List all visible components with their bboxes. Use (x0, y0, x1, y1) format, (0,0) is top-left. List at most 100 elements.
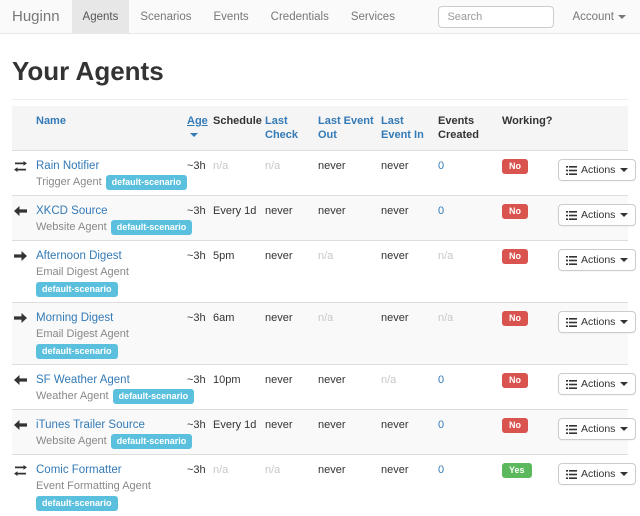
sort-link-last-check[interactable]: Last Check (265, 115, 298, 141)
agent-type-label: Website Agent (36, 221, 107, 233)
table-row: Afternoon Digest Email Digest Agent defaul… (12, 241, 628, 303)
actions-dropdown-button[interactable]: Actions (558, 204, 636, 226)
icon-cell (12, 303, 36, 365)
arrow-right-icon (14, 251, 30, 261)
chevron-down-icon (620, 213, 628, 217)
icon-cell (12, 151, 36, 196)
actions-dropdown-button[interactable]: Actions (558, 463, 636, 485)
nav-item-credentials[interactable]: Credentials (260, 0, 340, 33)
chevron-down-icon (620, 168, 628, 172)
schedule-cell: 10pm (213, 365, 265, 410)
working-status-badge: No (502, 159, 528, 174)
working-cell: Yes (502, 455, 558, 516)
table-row: XKCD Source Website Agent default-scenario… (12, 196, 628, 241)
events-count-link[interactable]: 0 (438, 205, 444, 217)
actions-dropdown-button[interactable]: Actions (558, 418, 636, 440)
working-cell: No (502, 196, 558, 241)
list-icon (566, 256, 577, 265)
search-container (438, 0, 568, 33)
column-header-schedule: Schedule (213, 106, 265, 151)
events-count-link[interactable]: 0 (438, 160, 444, 172)
column-header-last-check[interactable]: Last Check (265, 106, 318, 151)
scenario-badge[interactable]: default-scenario (111, 434, 193, 449)
nav-item-services[interactable]: Services (340, 0, 406, 33)
last-event-out-cell: never (318, 455, 381, 516)
nav-item-agents[interactable]: Agents (72, 0, 130, 33)
list-icon (566, 425, 577, 434)
agent-type-label: Weather Agent (36, 390, 109, 402)
actions-dropdown-button[interactable]: Actions (558, 373, 636, 395)
actions-cell: Actions (558, 410, 628, 455)
age-cell: ~3h (187, 241, 213, 303)
agent-name-link[interactable]: iTunes Trailer Source (36, 419, 145, 431)
list-icon (566, 166, 577, 175)
column-header-last-event-in[interactable]: Last Event In (381, 106, 438, 151)
agent-name-link[interactable]: Afternoon Digest (36, 250, 122, 262)
agent-name-link[interactable]: Morning Digest (36, 312, 113, 324)
column-header-name[interactable]: Name (36, 106, 187, 151)
list-icon (566, 211, 577, 220)
scenario-badge[interactable]: default-scenario (36, 344, 118, 359)
actions-label: Actions (581, 316, 615, 328)
last-check-cell: never (265, 410, 318, 455)
working-status-badge: No (502, 311, 528, 326)
agent-name-link[interactable]: SF Weather Agent (36, 374, 130, 386)
events-count-link[interactable]: 0 (438, 419, 444, 431)
schedule-cell: 6am (213, 303, 265, 365)
column-header-empty (558, 106, 628, 151)
brand-logo[interactable]: Huginn (0, 0, 72, 33)
actions-label: Actions (581, 209, 615, 221)
scenario-badge[interactable]: default-scenario (111, 220, 193, 235)
events-count-link[interactable]: 0 (438, 374, 444, 386)
working-status-badge: No (502, 204, 528, 219)
last-event-out-cell: n/a (318, 303, 381, 365)
agent-name-link[interactable]: Comic Formatter (36, 464, 122, 476)
search-input[interactable] (438, 6, 554, 28)
events-created-cell: 0 (438, 151, 502, 196)
actions-label: Actions (581, 423, 615, 435)
actions-label: Actions (581, 254, 615, 266)
icon-cell (12, 365, 36, 410)
last-event-in-cell: never (381, 196, 438, 241)
last-event-in-cell: never (381, 410, 438, 455)
last-check-cell: never (265, 303, 318, 365)
agent-name-link[interactable]: Rain Notifier (36, 160, 99, 172)
scenario-badge[interactable]: default-scenario (113, 389, 195, 404)
sort-link-name[interactable]: Name (36, 115, 66, 127)
nav-item-scenarios[interactable]: Scenarios (129, 0, 202, 33)
schedule-cell: n/a (213, 151, 265, 196)
events-count-link[interactable]: 0 (438, 464, 444, 476)
nav-item-events[interactable]: Events (203, 0, 260, 33)
column-header-age[interactable]: Age (187, 106, 213, 151)
column-header-last-event-out[interactable]: Last Event Out (318, 106, 381, 151)
sort-link-last-event-out[interactable]: Last Event Out (318, 115, 374, 141)
scenario-badge[interactable]: default-scenario (36, 496, 118, 511)
chevron-down-icon (620, 472, 628, 476)
agent-type-label: Email Digest Agent (36, 266, 129, 278)
sort-link-age[interactable]: Age (187, 115, 208, 127)
sort-link-last-event-in[interactable]: Last Event In (381, 115, 424, 141)
age-cell: ~3h (187, 151, 213, 196)
actions-cell: Actions (558, 151, 628, 196)
agent-type-label: Email Digest Agent (36, 328, 129, 340)
age-cell: ~3h (187, 455, 213, 516)
actions-dropdown-button[interactable]: Actions (558, 311, 636, 333)
actions-dropdown-button[interactable]: Actions (558, 249, 636, 271)
scenario-badge[interactable]: default-scenario (106, 175, 188, 190)
name-cell: Morning Digest Email Digest Agent default-… (36, 303, 187, 365)
agent-name-link[interactable]: XKCD Source (36, 205, 108, 217)
scenario-badge[interactable]: default-scenario (36, 282, 118, 297)
chevron-down-icon (620, 427, 628, 431)
working-cell: No (502, 241, 558, 303)
account-menu[interactable]: Account (568, 0, 640, 33)
events-created-cell: n/a (438, 303, 502, 365)
actions-dropdown-button[interactable]: Actions (558, 159, 636, 181)
schedule-cell: Every 1d (213, 196, 265, 241)
last-event-out-cell: n/a (318, 241, 381, 303)
